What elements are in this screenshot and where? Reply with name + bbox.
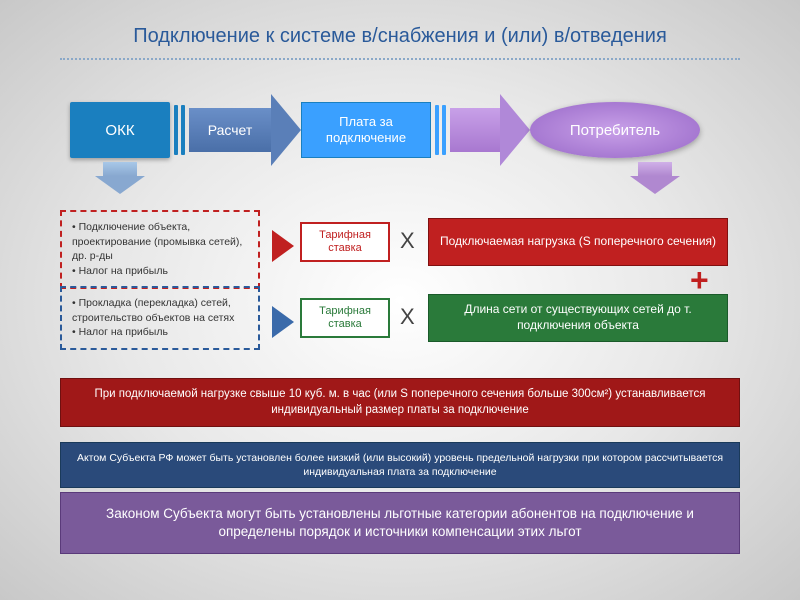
tariff-rate-red: Тарифная ставка — [300, 222, 390, 262]
plus-sign: + — [690, 262, 709, 299]
triangle-blue-icon — [272, 306, 294, 338]
multiply-sign-2: Х — [400, 304, 415, 330]
consumer-ellipse: Потребитель — [530, 102, 700, 158]
purple-arrow — [450, 108, 500, 152]
calc-arrow-head — [271, 94, 301, 166]
page-title: Подключение к системе в/снабжения и (или… — [0, 25, 800, 48]
cost-item: Подключение объекта, проектирование (про… — [72, 220, 248, 264]
banner-individual-fee: При подключаемой нагрузке свыше 10 куб. … — [60, 378, 740, 427]
network-length-box: Длина сети от существующих сетей до т. п… — [428, 294, 728, 342]
calc-arrow: Расчет — [189, 108, 271, 152]
connected-load-box: Подключаемая нагрузка (S поперечного сеч… — [428, 218, 728, 266]
cost-item: Налог на прибыль — [72, 264, 248, 279]
okk-box: ОКК — [70, 102, 170, 158]
connector-lines-2 — [435, 105, 446, 155]
down-arrow-okk — [95, 162, 145, 192]
connector-lines — [174, 105, 185, 155]
cost-list-red: Подключение объекта, проектирование (про… — [60, 210, 260, 289]
cost-list-blue: Прокладка (перекладка) сетей, строительс… — [60, 286, 260, 350]
banner-subject-law: Законом Субъекта могут быть установлены … — [60, 492, 740, 554]
title-divider — [60, 58, 740, 60]
banner-subject-act: Актом Субъекта РФ может быть установлен … — [60, 442, 740, 488]
triangle-red-icon — [272, 230, 294, 262]
down-arrow-consumer — [630, 162, 680, 192]
tariff-rate-green: Тарифная ставка — [300, 298, 390, 338]
purple-arrow-head — [500, 94, 530, 166]
cost-item: Прокладка (перекладка) сетей, строительс… — [72, 296, 248, 325]
flow-row: ОКК Расчет Плата за подключение Потребит… — [70, 95, 740, 165]
cost-item: Налог на прибыль — [72, 325, 248, 340]
fee-box: Плата за подключение — [301, 102, 431, 158]
multiply-sign-1: Х — [400, 228, 415, 254]
